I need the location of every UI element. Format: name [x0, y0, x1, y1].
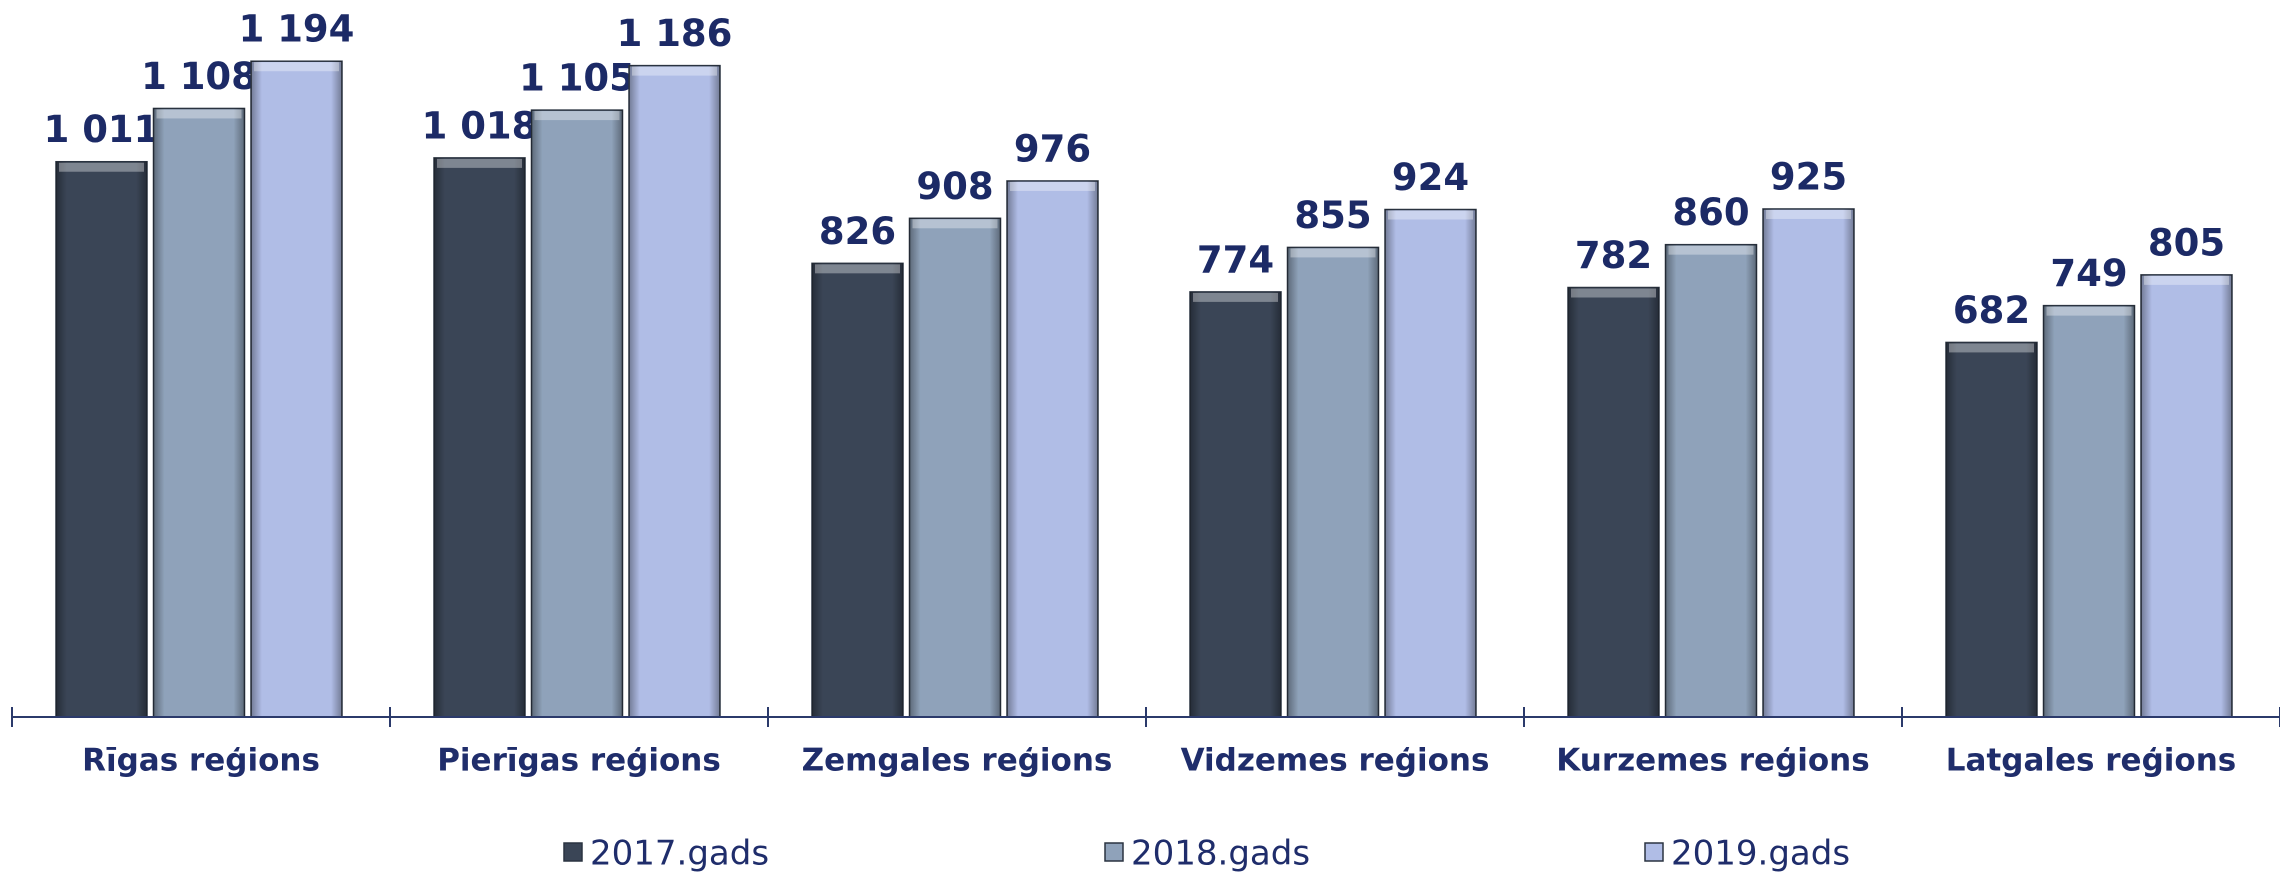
bar-shade — [1007, 180, 1098, 717]
bar-shade — [1190, 291, 1281, 717]
x-tick-label: Zemgales reģions — [802, 743, 1113, 779]
bar-shade — [1665, 244, 1757, 717]
legend-label: 2017.gads — [590, 834, 769, 874]
legend-swatch — [1104, 842, 1124, 862]
bar-shade — [629, 65, 720, 717]
bar-cap — [156, 109, 242, 119]
bar-cap — [1388, 210, 1473, 220]
x-tick-label: Vidzemes reģions — [1181, 743, 1490, 779]
bar-cap — [2046, 306, 2132, 316]
data-label: 1 108 — [141, 55, 257, 98]
bar-shade — [56, 161, 147, 718]
bar-shade — [251, 61, 342, 718]
data-label: 749 — [2050, 252, 2127, 295]
bar-cap — [1571, 288, 1656, 298]
bar-cap — [1193, 292, 1278, 302]
data-label: 1 194 — [239, 8, 355, 51]
data-label: 782 — [1575, 234, 1652, 277]
data-label: 805 — [2148, 221, 2225, 264]
data-label: 682 — [1953, 289, 2030, 332]
data-label: 826 — [819, 210, 896, 253]
legend-label: 2018.gads — [1131, 834, 1310, 874]
bar-cap — [632, 66, 717, 76]
bar-shade — [2043, 305, 2135, 717]
bar-shade — [1385, 209, 1476, 717]
legend-swatch — [563, 842, 583, 862]
data-label: 855 — [1294, 194, 1371, 237]
data-label: 925 — [1770, 155, 1847, 198]
bar-shade — [434, 157, 525, 718]
bar-cap — [912, 219, 998, 229]
data-label: 860 — [1672, 191, 1749, 234]
bar-cap — [815, 264, 900, 274]
bar-shade — [1287, 247, 1379, 717]
bar-shade — [2141, 274, 2232, 717]
bar-shade — [531, 110, 623, 718]
legend-swatch — [1644, 842, 1664, 862]
bar-shade — [1568, 287, 1659, 717]
x-tick-label: Pierīgas reģions — [437, 743, 721, 779]
data-label: 924 — [1392, 156, 1469, 199]
bar-shade — [812, 263, 903, 717]
bar-cap — [254, 62, 339, 72]
bar-cap — [534, 111, 620, 121]
bar-cap — [59, 162, 144, 172]
bar-cap — [1010, 181, 1095, 191]
data-label: 1 011 — [44, 108, 160, 151]
bar-shade — [909, 218, 1001, 717]
bar-cap — [2144, 275, 2229, 285]
bar-cap — [1668, 245, 1754, 255]
data-label: 1 018 — [422, 104, 538, 147]
data-label: 1 105 — [519, 57, 635, 100]
x-tick-label: Rīgas reģions — [82, 743, 320, 779]
x-tick-label: Kurzemes reģions — [1556, 743, 1869, 779]
bar-cap — [437, 158, 522, 168]
data-label: 976 — [1014, 127, 1091, 170]
data-label: 1 186 — [617, 12, 733, 55]
bar-shade — [153, 108, 245, 717]
bar-cap — [1766, 209, 1851, 219]
legend-label: 2019.gads — [1671, 834, 1850, 874]
bar-shade — [1763, 208, 1854, 717]
bar-shade — [1946, 342, 2037, 717]
data-label: 908 — [916, 165, 993, 208]
x-tick-label: Latgales reģions — [1946, 743, 2236, 779]
bar-cap — [1949, 343, 2034, 353]
data-label: 774 — [1197, 238, 1274, 281]
bar-cap — [1290, 248, 1376, 258]
